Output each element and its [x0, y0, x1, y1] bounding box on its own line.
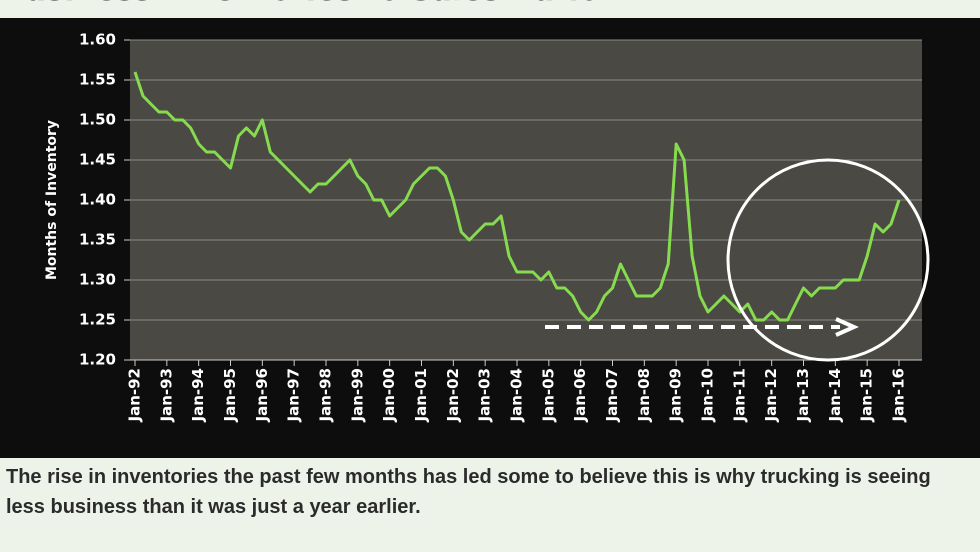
x-tick-label: Jan-93 [157, 368, 175, 422]
x-tick-label: Jan-15 [858, 368, 876, 422]
highlight-circle [726, 158, 930, 362]
chart-title: Business Inventories to Sales Ratio [2, 0, 599, 8]
x-tick-label: Jan-07 [603, 368, 621, 422]
data-line [133, 71, 901, 322]
x-tick-label: Jan-01 [412, 368, 430, 422]
x-tick-label: Jan-12 [762, 368, 780, 422]
x-tick-label: Jan-02 [444, 368, 462, 422]
x-tick-label: Jan-06 [571, 368, 589, 422]
x-tick-label: Jan-11 [730, 368, 748, 422]
x-tick-label: Jan-16 [890, 368, 908, 422]
x-tick-label: Jan-97 [285, 368, 303, 422]
y-tick-label: 1.60 [79, 31, 116, 49]
chart: Business Inventories to Sales Ratio Mont… [0, 0, 980, 458]
x-tick-label: Jan-03 [476, 368, 494, 422]
x-tick-label: Jan-98 [317, 368, 335, 422]
x-tick-label: Jan-05 [539, 368, 557, 422]
x-tick-label: Jan-14 [826, 368, 844, 422]
x-tick-label: Jan-13 [794, 368, 812, 422]
y-axis-label: Months of Inventory [44, 120, 60, 280]
x-tick-label: Jan-95 [221, 368, 239, 422]
x-tick-label: Jan-99 [348, 368, 366, 422]
x-tick-label: Jan-96 [253, 368, 271, 422]
y-tick-label: 1.55 [79, 71, 116, 89]
x-tick-label: Jan-00 [380, 368, 398, 422]
y-tick-label: 1.40 [79, 191, 116, 209]
y-tick-label: 1.50 [79, 111, 116, 129]
x-tick-label: Jan-92 [126, 368, 144, 422]
y-tick-label: 1.20 [79, 351, 116, 369]
x-tick-label: Jan-94 [189, 368, 207, 422]
y-tick-label: 1.45 [79, 151, 116, 169]
y-tick-label: 1.25 [79, 311, 116, 329]
y-tick-label: 1.35 [79, 231, 116, 249]
x-tick-label: Jan-04 [508, 368, 526, 422]
x-tick-label: Jan-10 [699, 368, 717, 422]
arrow-head [835, 317, 859, 337]
caption: The rise in inventories the past few mon… [6, 466, 931, 518]
x-tick-label: Jan-09 [667, 368, 685, 422]
x-tick-label: Jan-08 [635, 368, 653, 422]
y-tick-label: 1.30 [79, 271, 116, 289]
